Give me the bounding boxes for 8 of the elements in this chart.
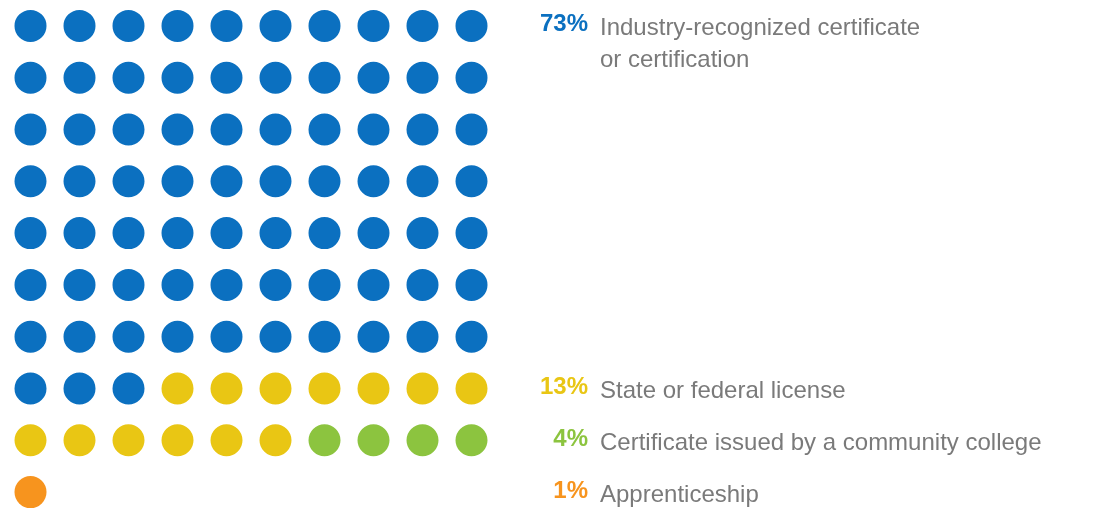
data-label: 13%	[539, 372, 588, 399]
category-label: State or federal license	[600, 376, 846, 403]
category-label: Certificate issued by a community college	[600, 427, 1042, 455]
data-label: 73%	[539, 9, 588, 37]
data-label: 4%	[553, 423, 588, 451]
category-label: Apprenticeship	[600, 479, 759, 507]
category-label: Industry-recognized certificate or certification	[600, 13, 921, 73]
data-label: 1%	[553, 475, 588, 503]
